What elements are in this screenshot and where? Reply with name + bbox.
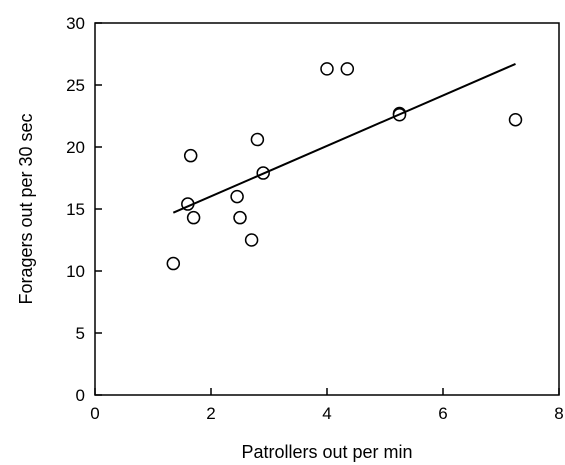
trend-line <box>172 63 516 214</box>
y-tick-label: 25 <box>66 76 85 95</box>
data-point <box>186 210 201 225</box>
x-tick-label: 6 <box>438 404 447 423</box>
x-tick-label: 0 <box>90 404 99 423</box>
data-point <box>233 210 247 225</box>
data-point <box>244 233 259 247</box>
y-tick-label: 30 <box>66 14 85 33</box>
data-point <box>340 62 355 76</box>
y-tick-label: 10 <box>66 262 85 281</box>
data-point <box>320 62 334 76</box>
y-tick-label: 0 <box>76 386 85 405</box>
data-point <box>508 112 523 127</box>
plot-frame <box>94 22 560 396</box>
points-layer <box>166 62 523 271</box>
x-tick-label: 4 <box>322 404 331 423</box>
y-tick-label: 20 <box>66 138 85 157</box>
data-point <box>183 148 198 163</box>
x-tick-label: 8 <box>554 404 563 423</box>
x-tick-label: 2 <box>206 404 215 423</box>
y-axis-label: Foragers out per 30 sec <box>16 113 36 304</box>
data-point <box>250 132 265 147</box>
data-point <box>166 256 181 271</box>
data-point <box>230 189 244 204</box>
x-axis-label: Patrollers out per min <box>241 442 412 462</box>
y-tick-label: 15 <box>66 200 85 219</box>
ticks-layer: 0 2 4 6 8 0 5 10 15 20 25 30 <box>66 14 564 423</box>
y-tick-label: 5 <box>76 324 85 343</box>
